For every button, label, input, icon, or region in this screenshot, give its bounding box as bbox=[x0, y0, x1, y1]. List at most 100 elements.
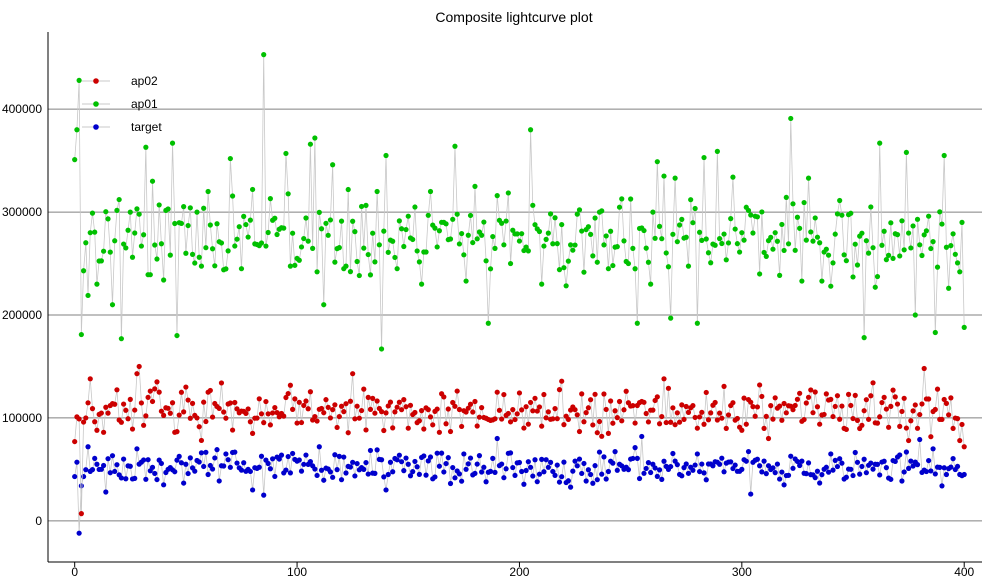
data-point-target bbox=[350, 459, 356, 465]
data-point-target bbox=[450, 464, 456, 471]
data-point-ap01 bbox=[209, 246, 216, 252]
data-point-ap01 bbox=[398, 226, 405, 232]
data-point-ap02 bbox=[312, 413, 318, 420]
data-point-ap02 bbox=[834, 393, 841, 399]
data-point-ap01 bbox=[465, 232, 471, 238]
data-point-ap02 bbox=[196, 424, 202, 430]
data-point-target bbox=[238, 467, 245, 473]
data-point-ap01 bbox=[614, 244, 620, 250]
data-point-ap01 bbox=[946, 285, 952, 291]
legend-label: ap01 bbox=[131, 97, 158, 111]
data-point-ap02 bbox=[138, 400, 144, 406]
data-point-ap02 bbox=[643, 410, 649, 417]
data-point-ap02 bbox=[494, 389, 500, 395]
data-point-target bbox=[932, 471, 938, 477]
data-point-ap02 bbox=[87, 376, 93, 382]
data-point-target bbox=[588, 471, 594, 478]
data-point-ap02 bbox=[174, 429, 180, 435]
data-point-ap01 bbox=[539, 281, 545, 287]
data-point-target bbox=[321, 477, 327, 483]
data-point-ap02 bbox=[476, 414, 483, 420]
data-point-ap01 bbox=[189, 251, 196, 257]
data-point-ap01 bbox=[848, 210, 854, 216]
data-point-ap02 bbox=[596, 418, 603, 425]
data-point-ap01 bbox=[481, 219, 487, 225]
data-point-target bbox=[668, 463, 674, 470]
data-point-ap02 bbox=[263, 398, 269, 405]
data-point-ap02 bbox=[338, 403, 345, 409]
data-point-ap02 bbox=[294, 420, 300, 426]
data-point-ap02 bbox=[674, 410, 680, 416]
y-tick-label: 0 bbox=[35, 514, 42, 528]
data-point-ap01 bbox=[167, 252, 173, 258]
data-point-target bbox=[534, 479, 540, 485]
data-point-ap01 bbox=[930, 239, 936, 245]
data-point-target bbox=[854, 459, 861, 465]
data-point-ap01 bbox=[865, 250, 872, 256]
data-point-target bbox=[85, 444, 91, 450]
data-point-ap02 bbox=[934, 386, 941, 392]
data-point-ap02 bbox=[267, 422, 273, 428]
data-point-ap02 bbox=[445, 406, 451, 412]
data-point-ap02 bbox=[145, 394, 151, 400]
data-point-ap02 bbox=[447, 428, 454, 435]
data-point-ap02 bbox=[372, 410, 378, 416]
data-point-ap02 bbox=[141, 422, 147, 428]
data-point-ap02 bbox=[645, 419, 652, 425]
data-point-ap02 bbox=[959, 421, 965, 428]
data-point-target bbox=[410, 469, 416, 475]
data-point-ap01 bbox=[803, 237, 809, 243]
data-point-ap01 bbox=[632, 266, 638, 272]
data-point-ap02 bbox=[470, 409, 476, 415]
data-point-target bbox=[383, 487, 389, 493]
data-point-ap02 bbox=[249, 430, 256, 436]
data-point-ap02 bbox=[797, 390, 803, 396]
data-point-ap02 bbox=[881, 394, 887, 400]
data-point-target bbox=[154, 476, 160, 483]
data-point-ap02 bbox=[839, 403, 845, 409]
data-point-ap01 bbox=[172, 220, 178, 227]
data-point-ap01 bbox=[948, 243, 954, 249]
data-point-target bbox=[463, 466, 469, 472]
data-point-ap01 bbox=[490, 233, 496, 240]
data-point-ap02 bbox=[817, 421, 823, 427]
data-point-ap02 bbox=[425, 407, 431, 413]
data-point-target bbox=[785, 472, 792, 478]
data-point-ap01 bbox=[325, 232, 331, 238]
data-point-target bbox=[314, 472, 320, 479]
data-point-target bbox=[285, 453, 291, 460]
data-point-ap01 bbox=[897, 253, 903, 259]
data-point-target bbox=[118, 475, 124, 481]
data-point-target bbox=[632, 445, 638, 451]
data-point-ap02 bbox=[132, 407, 138, 413]
data-point-ap01 bbox=[954, 260, 961, 266]
data-point-ap02 bbox=[830, 413, 836, 420]
data-point-target bbox=[625, 467, 632, 473]
data-point-target bbox=[699, 461, 705, 467]
data-point-ap01 bbox=[906, 230, 912, 236]
data-point-target bbox=[781, 482, 787, 488]
data-point-ap01 bbox=[474, 236, 480, 242]
data-point-ap01 bbox=[668, 315, 674, 321]
data-point-ap01 bbox=[923, 228, 930, 234]
data-point-ap02 bbox=[579, 391, 585, 397]
data-point-ap01 bbox=[594, 259, 600, 265]
data-point-target bbox=[476, 453, 483, 459]
data-point-ap02 bbox=[957, 437, 963, 444]
data-point-ap01 bbox=[543, 236, 549, 242]
data-point-ap01 bbox=[630, 245, 636, 251]
data-point-target bbox=[132, 475, 138, 481]
data-point-ap02 bbox=[719, 415, 725, 421]
data-point-ap01 bbox=[132, 230, 138, 236]
data-point-ap01 bbox=[854, 262, 861, 268]
data-point-ap02 bbox=[659, 413, 665, 420]
data-point-ap02 bbox=[565, 416, 571, 423]
data-point-target bbox=[843, 474, 849, 480]
data-point-ap01 bbox=[123, 245, 129, 251]
data-point-ap01 bbox=[467, 212, 474, 219]
data-point-ap02 bbox=[419, 408, 425, 414]
data-point-ap02 bbox=[85, 400, 91, 406]
data-point-ap02 bbox=[305, 406, 311, 412]
data-point-ap01 bbox=[367, 272, 374, 278]
data-point-target bbox=[149, 464, 156, 470]
